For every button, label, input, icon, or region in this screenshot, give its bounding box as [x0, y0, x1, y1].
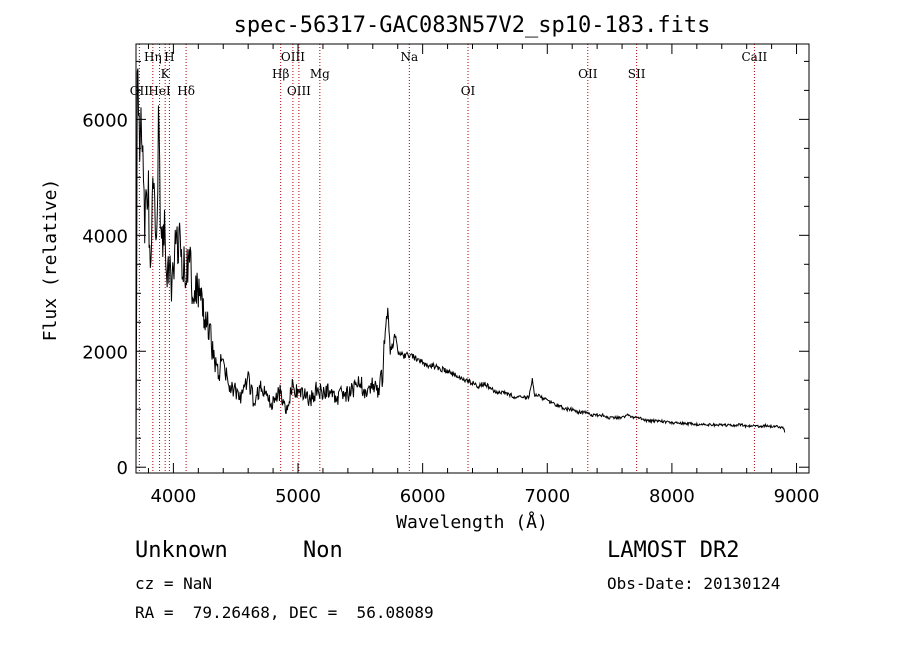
x-tick-label: 8000	[649, 486, 695, 507]
x-axis-label: Wavelength (Å)	[396, 511, 548, 533]
x-tick-label: 6000	[400, 486, 446, 507]
x-axis: 4000 5000 6000 7000 8000 9000	[147, 44, 820, 507]
y-axis-label: Flux (relative)	[40, 179, 61, 342]
y-tick-label: 2000	[82, 342, 128, 363]
line-label: Na	[400, 50, 418, 64]
x-tick-label: 4000	[150, 486, 196, 507]
line-label: OI	[461, 84, 476, 98]
line-label: K	[161, 67, 171, 81]
object-subclass: Non	[303, 538, 343, 563]
survey-label: LAMOST DR2	[607, 538, 740, 563]
y-axis: 0 2000 4000 6000	[82, 60, 809, 479]
line-label: OII	[130, 84, 150, 98]
y-tick-label: 6000	[82, 110, 128, 131]
object-class: Unknown	[135, 538, 228, 563]
line-label: OII	[578, 67, 598, 81]
line-label: CaII	[741, 50, 767, 64]
line-label: HeI	[148, 84, 171, 98]
x-tick-label: 9000	[774, 486, 820, 507]
coordinates-text: RA = 79.26468, DEC = 56.08089	[135, 603, 434, 622]
y-tick-label: 4000	[82, 226, 128, 247]
line-label: Hβ	[272, 67, 289, 81]
x-tick-label: 7000	[524, 486, 570, 507]
redshift-text: cz = NaN	[135, 574, 213, 593]
line-label: Mg	[310, 67, 330, 81]
y-tick-label: 0	[117, 458, 128, 479]
spectrum-series	[135, 68, 786, 468]
chart-title: spec-56317-GAC083N57V2_sp10-183.fits	[234, 13, 711, 38]
plot-frame	[135, 43, 810, 474]
spectrum-chart: spec-56317-GAC083N57V2_sp10-183.fits OII…	[40, 13, 820, 533]
line-label: SII	[628, 67, 646, 81]
line-label: Hη	[144, 50, 162, 64]
line-label: Hδ	[177, 84, 195, 98]
line-label: OIII	[287, 84, 311, 98]
line-label: H	[164, 50, 174, 64]
obs-date: Obs-Date: 20130124	[607, 574, 781, 593]
x-tick-label: 5000	[275, 486, 321, 507]
spectrum-line	[135, 68, 786, 468]
line-label: OIII	[281, 50, 305, 64]
spectral-line-markers: OII Hη HeI KH Hδ Hβ OIII OIII Mg Na OI OII SII CaII	[130, 44, 768, 473]
